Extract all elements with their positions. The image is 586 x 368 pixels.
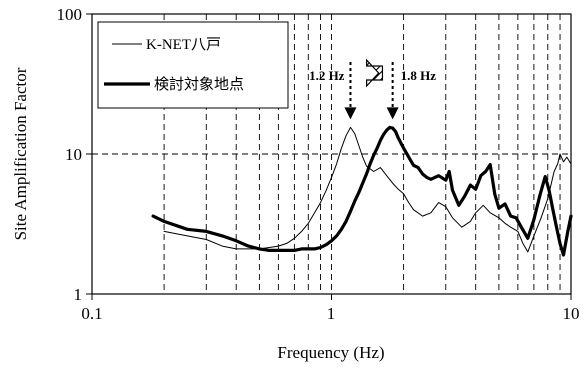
series-line-1: [151, 125, 573, 257]
y-tick-label-100: 100: [57, 5, 83, 24]
annotation-arrow-head-0: [344, 107, 357, 120]
x-axis-title: Frequency (Hz): [277, 343, 384, 362]
x-tick-labels: 0.1 1 10: [81, 304, 579, 323]
y-tick-label-1: 1: [74, 285, 83, 304]
annotation-label-0: 1.2 Hz: [309, 68, 345, 83]
x-tick-label-1: 1: [327, 304, 336, 323]
y-axis-title: Site Amplification Factor: [11, 67, 30, 240]
axis-ticks: [86, 13, 572, 300]
x-tick-label-0.1: 0.1: [81, 304, 102, 323]
y-tick-label-10: 10: [65, 145, 82, 164]
x-tick-label-10: 10: [563, 304, 580, 323]
legend-label-knet: K-NET八戸: [146, 37, 221, 53]
annotation-arrow-head-1: [386, 107, 399, 120]
shift-arrow-icon: [366, 58, 384, 88]
series-lines: [151, 125, 573, 257]
legend-box: [97, 21, 289, 109]
annotation-label-1: 1.8 Hz: [401, 68, 437, 83]
frequency-annotations: 1.2 Hz 1.8 Hz: [309, 58, 437, 120]
legend: K-NET八戸 検討対象地点: [97, 21, 289, 109]
y-tick-labels: 1 10 100: [57, 5, 83, 304]
series-line-0: [163, 126, 572, 253]
legend-label-target-site: 検討対象地点: [154, 76, 244, 93]
